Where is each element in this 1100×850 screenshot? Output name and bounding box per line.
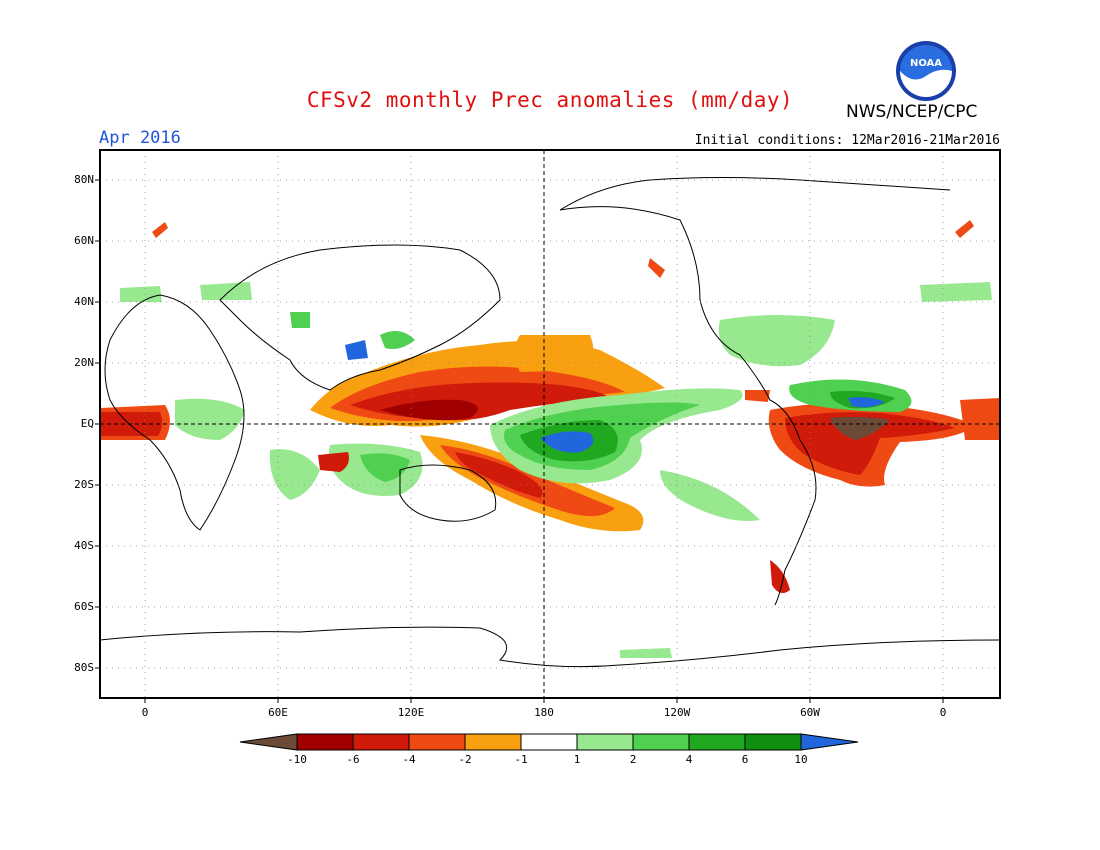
colorbar-bin [464, 733, 522, 751]
tick-marks [95, 179, 944, 703]
lat-label-60s: 60S [74, 600, 94, 613]
colorbar-label: 2 [629, 753, 637, 766]
agency-label: NWS/NCEP/CPC [846, 102, 978, 122]
colorbar-label: 4 [685, 753, 693, 766]
lat-label-40s: 40S [74, 539, 94, 552]
colorbar-label: -1 [514, 753, 528, 766]
colorbar-label: -6 [346, 753, 360, 766]
lon-label-120e: 120E [397, 706, 425, 719]
lon-label-180: 180 [534, 706, 554, 719]
lat-label-20n: 20N [74, 356, 94, 369]
colorbar-label: 1 [573, 753, 581, 766]
colorbar-bin [632, 733, 690, 751]
lat-label-80s: 80S [74, 661, 94, 674]
colorbar-high-arrow [800, 733, 859, 751]
colorbar-bin [408, 733, 466, 751]
colorbar-label: 10 [794, 753, 808, 766]
lon-label-120w: 120W [663, 706, 691, 719]
lon-label-60e: 60E [268, 706, 288, 719]
lat-label-40n: 40N [74, 295, 94, 308]
noaa-logo: NOAA [896, 41, 956, 101]
colorbar-label: -10 [287, 753, 307, 766]
initial-conditions: Initial conditions: 12Mar2016-21Mar2016 [694, 133, 1000, 148]
colorbar-bin [744, 733, 802, 751]
colorbar-label: -2 [458, 753, 472, 766]
map-title: CFSv2 monthly Prec anomalies (mm/day) [306, 88, 794, 112]
lon-label-60w: 60W [800, 706, 820, 719]
colorbar [239, 733, 859, 751]
colorbar-bin [576, 733, 634, 751]
lat-label-eq: EQ [80, 417, 94, 430]
lat-label-60n: 60N [74, 234, 94, 247]
colorbar-label: 6 [741, 753, 749, 766]
noaa-logo-text: NOAA [910, 58, 942, 69]
anomaly-shading [100, 220, 1000, 658]
lat-label-80n: 80N [74, 173, 94, 186]
colorbar-bin [688, 733, 746, 751]
colorbar-low-arrow [239, 733, 298, 751]
colorbar-bin [352, 733, 410, 751]
forecast-month: Apr 2016 [99, 128, 181, 148]
lon-label-0-east: 0 [939, 706, 947, 719]
colorbar-bin [296, 733, 354, 751]
reference-lines [100, 150, 1000, 698]
lat-label-20s: 20S [74, 478, 94, 491]
lon-label-0: 0 [141, 706, 149, 719]
colorbar-bin [520, 733, 578, 751]
graticule [100, 150, 1000, 698]
colorbar-label: -4 [402, 753, 416, 766]
